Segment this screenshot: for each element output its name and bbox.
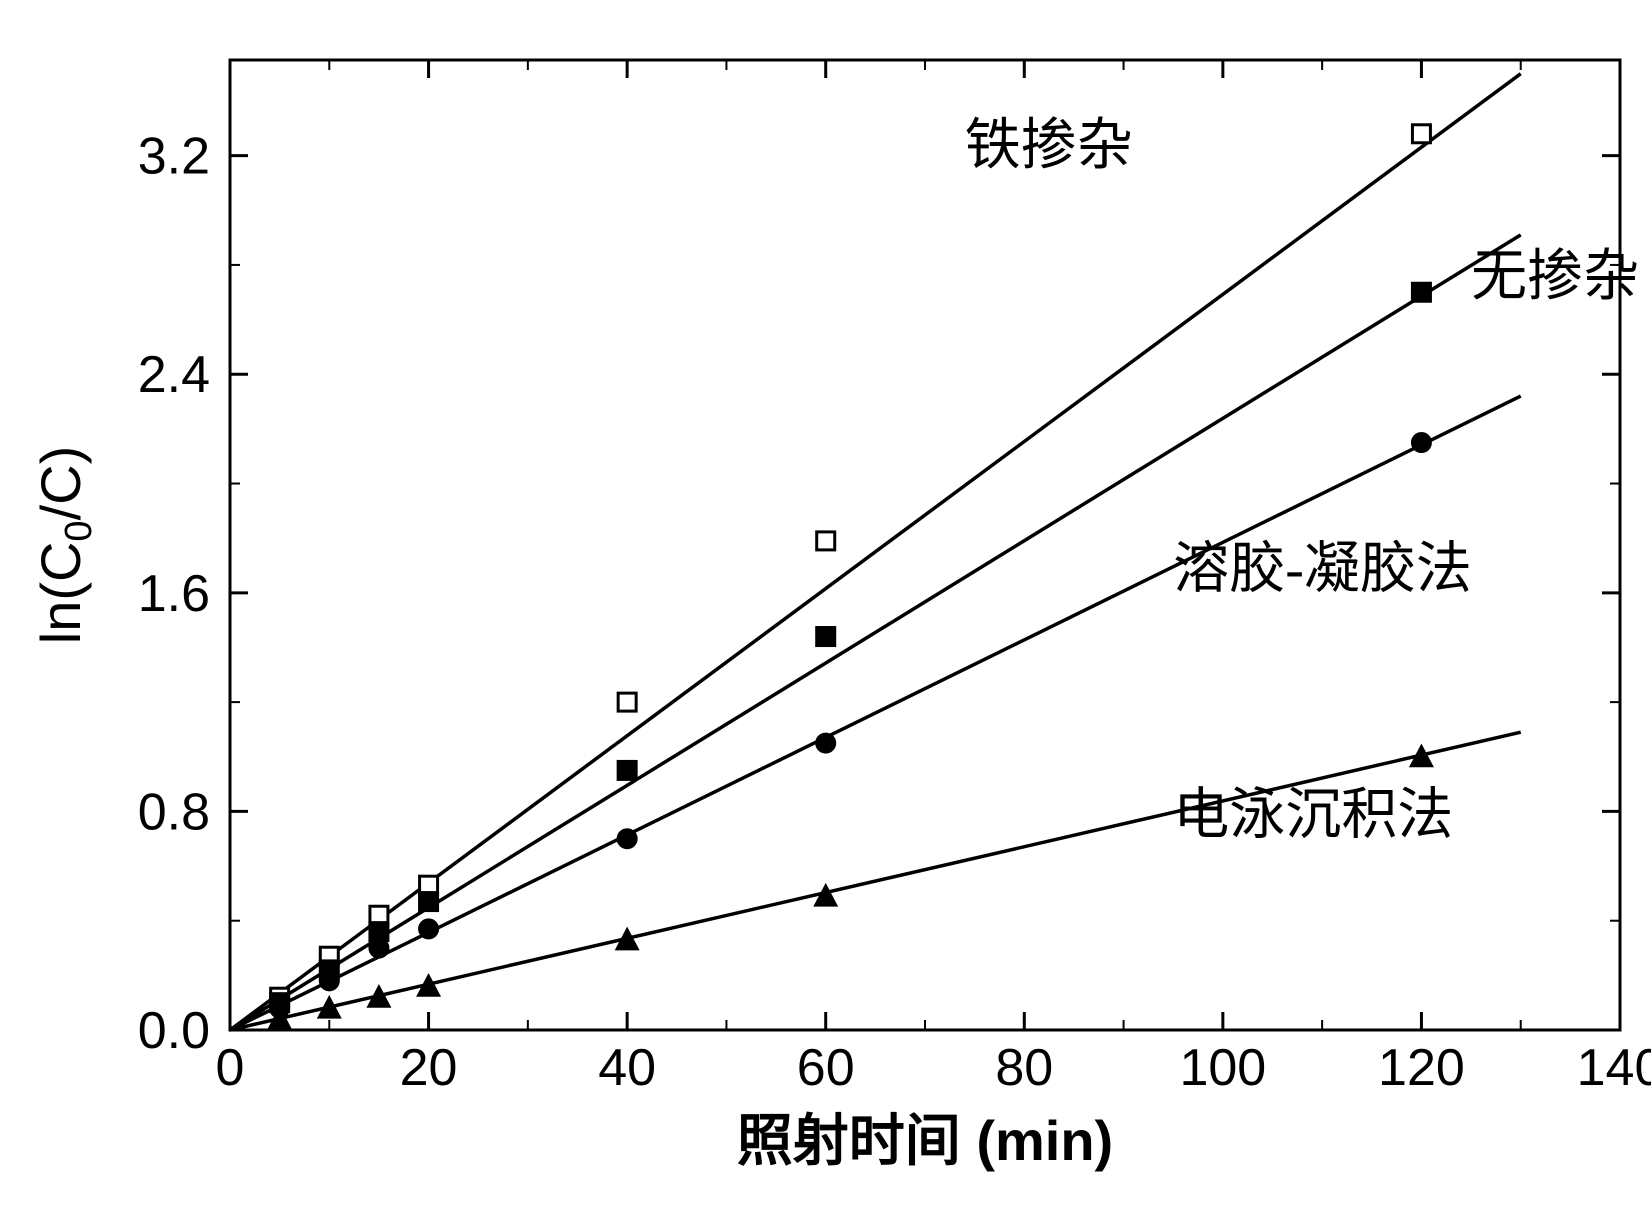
y-axis-title: ln(C0/C)	[29, 446, 100, 644]
x-tick-label: 40	[598, 1039, 656, 1097]
series-label-溶胶-凝胶法: 溶胶-凝胶法	[1173, 538, 1472, 600]
series-label-铁掺杂: 铁掺杂	[965, 115, 1133, 177]
y-tick-label: 1.6	[138, 565, 210, 623]
x-tick-label: 60	[797, 1039, 855, 1097]
y-tick-label: 0.8	[138, 783, 210, 841]
x-axis-title: 照射时间 (min)	[737, 1109, 1113, 1172]
y-tick-label: 3.2	[138, 128, 210, 186]
x-tick-label: 100	[1179, 1039, 1266, 1097]
series-label-电泳沉积法: 电泳沉积法	[1173, 784, 1453, 846]
y-tick-label: 2.4	[138, 346, 210, 404]
kinetics-chart: 0 20 40 60 80 100 120 140 0.0 0.8 1.6 2.4 3.2 照射时间 (m…	[20, 20, 1651, 1203]
y-tick-label: 0.0	[138, 1002, 210, 1060]
x-tick-label: 0	[216, 1039, 245, 1097]
x-tick-label: 20	[400, 1039, 458, 1097]
x-tick-label: 140	[1577, 1039, 1651, 1097]
chart-svg: 0 20 40 60 80 100 120 140 0.0 0.8 1.6 2.4 3.2 照射时间 (m…	[20, 20, 1651, 1203]
x-tick-label: 80	[995, 1039, 1053, 1097]
x-tick-label: 120	[1378, 1039, 1465, 1097]
series-label-无掺杂: 无掺杂	[1471, 246, 1639, 308]
